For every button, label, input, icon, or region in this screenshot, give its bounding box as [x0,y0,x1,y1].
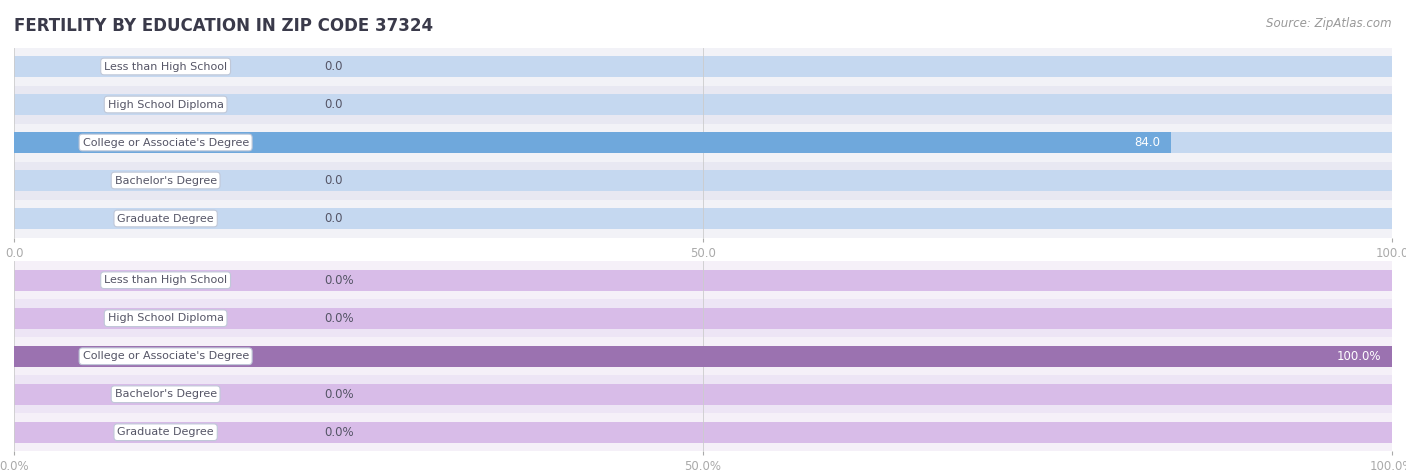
Text: Bachelor's Degree: Bachelor's Degree [114,175,217,186]
Bar [14,422,1392,443]
Text: 84.0: 84.0 [1135,136,1160,149]
Text: Graduate Degree: Graduate Degree [117,427,214,437]
Bar [14,337,1392,375]
Text: Less than High School: Less than High School [104,61,228,72]
Text: 0.0%: 0.0% [325,274,354,287]
Bar [14,346,1392,367]
Bar [14,124,1392,162]
Text: High School Diploma: High School Diploma [108,99,224,110]
Text: High School Diploma: High School Diploma [108,313,224,323]
Bar [14,270,1392,291]
Bar [14,86,1392,124]
Bar [14,56,1392,77]
Text: 0.0%: 0.0% [325,426,354,439]
Text: 0.0: 0.0 [325,98,343,111]
Bar [14,384,1392,405]
Bar [14,375,1392,413]
Bar [14,94,1392,115]
Bar [14,48,1392,86]
Bar [14,132,1392,153]
Bar [14,413,1392,451]
Text: 0.0: 0.0 [325,60,343,73]
Bar [14,132,1171,153]
Bar [14,261,1392,299]
Text: Less than High School: Less than High School [104,275,228,285]
Bar [14,208,1392,229]
Text: College or Associate's Degree: College or Associate's Degree [83,351,249,361]
Text: 0.0: 0.0 [325,174,343,187]
Bar [14,200,1392,238]
Text: Graduate Degree: Graduate Degree [117,213,214,224]
Text: 0.0: 0.0 [325,212,343,225]
Text: College or Associate's Degree: College or Associate's Degree [83,137,249,148]
Text: 0.0%: 0.0% [325,388,354,401]
Bar [14,162,1392,199]
Bar [14,170,1392,191]
Text: 100.0%: 100.0% [1337,350,1381,363]
Text: 0.0%: 0.0% [325,312,354,325]
Bar [14,346,1392,367]
Text: Source: ZipAtlas.com: Source: ZipAtlas.com [1267,17,1392,29]
Bar [14,308,1392,329]
Text: Bachelor's Degree: Bachelor's Degree [114,389,217,399]
Text: FERTILITY BY EDUCATION IN ZIP CODE 37324: FERTILITY BY EDUCATION IN ZIP CODE 37324 [14,17,433,35]
Bar [14,299,1392,337]
